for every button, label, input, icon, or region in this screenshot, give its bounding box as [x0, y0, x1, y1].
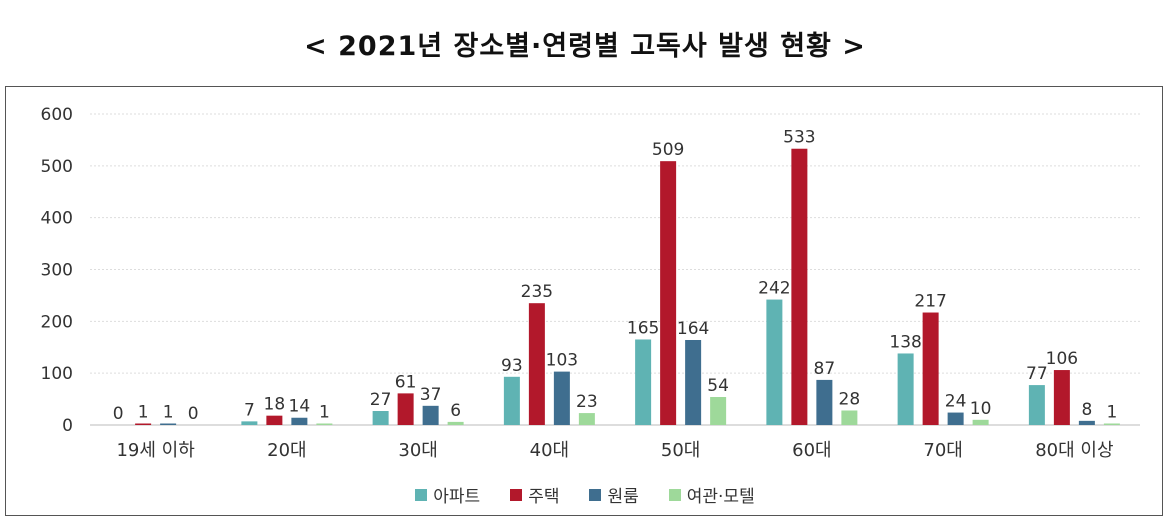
legend-item: 주택 — [510, 482, 559, 507]
bar — [578, 413, 595, 425]
data-label: 28 — [839, 389, 861, 409]
x-tick-label: 50대 — [661, 440, 700, 461]
legend-label: 주택 — [528, 487, 560, 507]
bar — [660, 161, 677, 425]
data-label: 24 — [945, 392, 967, 412]
x-tick-label: 80대 이상 — [1035, 440, 1113, 461]
bar — [972, 419, 989, 425]
data-label: 164 — [677, 319, 709, 339]
bar — [266, 415, 283, 425]
data-label: 6 — [450, 401, 461, 421]
bar — [897, 353, 914, 425]
bar — [372, 411, 389, 425]
bar — [841, 410, 858, 425]
data-label: 103 — [546, 351, 578, 371]
bar — [766, 299, 783, 425]
data-label: 138 — [889, 332, 921, 352]
bar — [1103, 423, 1120, 425]
data-label: 1 — [138, 403, 149, 423]
bar — [135, 423, 152, 425]
data-label: 87 — [814, 359, 836, 379]
bar — [503, 376, 520, 425]
legend-swatch — [668, 488, 681, 501]
data-label: 93 — [501, 356, 523, 376]
data-label: 27 — [370, 390, 392, 410]
legend-item: 아파트 — [415, 482, 480, 507]
data-label: 0 — [113, 404, 124, 424]
data-label: 8 — [1081, 400, 1092, 420]
data-label: 235 — [521, 282, 553, 302]
data-label: 1 — [163, 403, 174, 423]
legend-swatch — [510, 488, 523, 501]
x-tick-label: 19세 이하 — [116, 440, 195, 461]
data-label: 1 — [1106, 403, 1117, 423]
bar — [791, 148, 808, 425]
x-tick-label: 60대 — [792, 440, 831, 461]
data-label: 509 — [652, 140, 684, 160]
legend-item: 여관·모텔 — [668, 482, 755, 507]
y-tick-label: 600 — [41, 105, 73, 125]
y-tick-label: 500 — [41, 157, 73, 177]
data-label: 533 — [783, 128, 815, 148]
chart-legend: 아파트 주택 원룸 여관·모텔 — [0, 482, 1170, 507]
data-label: 23 — [576, 392, 598, 412]
bar — [553, 371, 570, 425]
data-label: 242 — [758, 279, 790, 299]
y-tick-label: 100 — [41, 364, 73, 384]
bar — [528, 303, 545, 425]
data-label: 61 — [395, 372, 417, 392]
y-tick-label: 0 — [62, 416, 73, 436]
legend-item: 원룸 — [589, 482, 639, 507]
bar — [1078, 420, 1095, 425]
bar — [397, 393, 414, 425]
chart-frame — [5, 86, 1163, 516]
legend-label: 아파트 — [433, 487, 481, 507]
bar — [710, 397, 727, 425]
bar — [291, 417, 308, 425]
legend-swatch — [415, 488, 428, 501]
bar — [816, 379, 833, 425]
data-label: 217 — [914, 292, 946, 312]
bar — [1053, 370, 1070, 425]
x-tick-label: 30대 — [398, 440, 437, 461]
legend-label: 원룸 — [607, 487, 639, 507]
data-label: 14 — [289, 397, 311, 417]
y-tick-label: 400 — [41, 209, 73, 229]
chart-title: < 2021년 장소별·연령별 고독사 발생 현황 > — [304, 31, 866, 62]
y-tick-label: 200 — [41, 312, 73, 332]
data-label: 106 — [1046, 349, 1078, 369]
x-tick-label: 40대 — [530, 440, 569, 461]
x-tick-label: 70대 — [923, 440, 962, 461]
x-tick-label: 20대 — [267, 440, 306, 461]
data-label: 165 — [627, 318, 659, 338]
bar — [447, 421, 464, 425]
bar — [685, 339, 702, 425]
bar — [316, 423, 333, 425]
data-label: 7 — [244, 400, 255, 420]
legend-label: 여관·모텔 — [686, 487, 755, 507]
bar — [635, 339, 652, 425]
bar — [160, 423, 177, 425]
y-tick-label: 300 — [41, 261, 73, 281]
legend-swatch — [589, 488, 602, 501]
data-label: 37 — [420, 385, 442, 405]
data-label: 77 — [1026, 364, 1048, 384]
bar — [422, 405, 439, 425]
data-label: 54 — [707, 376, 729, 396]
data-label: 18 — [264, 395, 286, 415]
data-label: 10 — [970, 399, 992, 419]
bar — [947, 412, 964, 425]
bar — [241, 421, 258, 425]
bar — [1028, 385, 1045, 425]
bar — [922, 312, 939, 425]
data-label: 1 — [319, 403, 330, 423]
data-label: 0 — [188, 404, 199, 424]
